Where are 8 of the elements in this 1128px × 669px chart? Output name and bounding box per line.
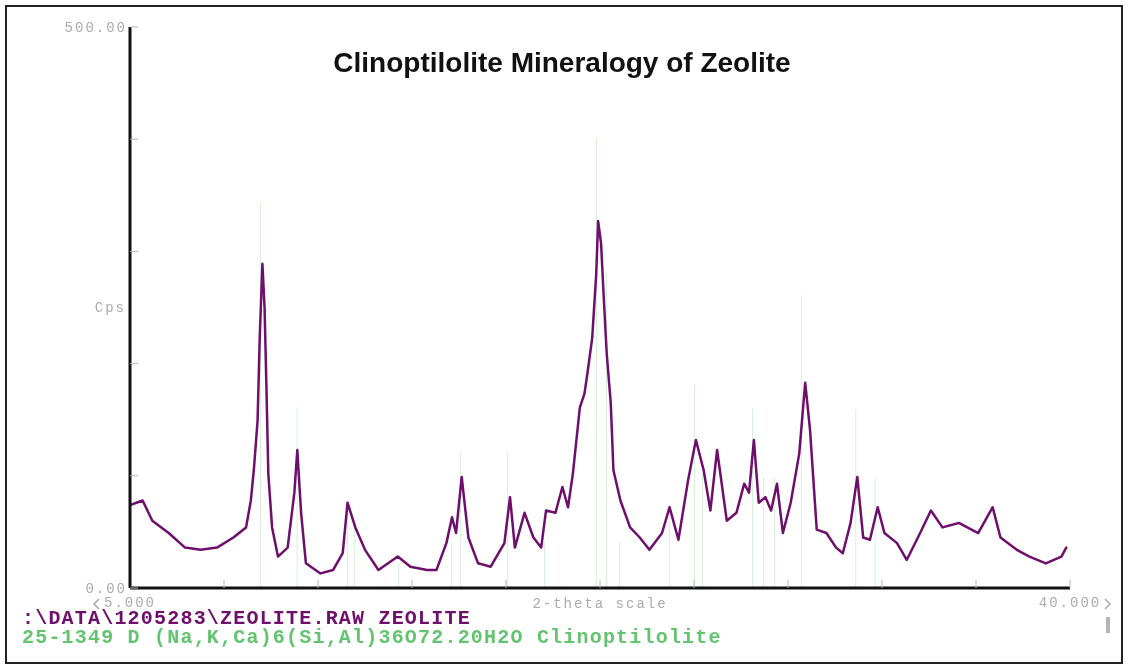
- y-tick-label: 0.00: [85, 580, 127, 597]
- x-tick-label: 40.000: [1038, 594, 1102, 611]
- line-series: [130, 219, 1068, 575]
- text: 25-1349 D (Na,K,Ca)6(Si,Al)36O72.20H2O Clinoptilolite: [22, 626, 722, 649]
- text: Clinoptilolite Mineralogy of Zeolite: [332, 46, 792, 80]
- y-axis-title: Cps: [93, 298, 126, 317]
- x-axis-title: 2-theta scale: [532, 596, 668, 612]
- y-tick-label: 500.00: [64, 19, 127, 36]
